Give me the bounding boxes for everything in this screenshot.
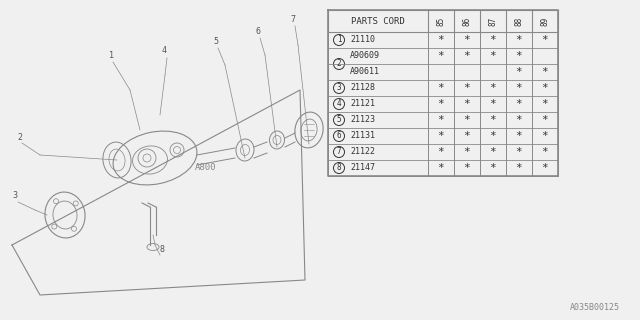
Text: *: * xyxy=(463,83,470,93)
Text: 21128: 21128 xyxy=(350,84,375,92)
Text: *: * xyxy=(541,115,548,125)
Text: 4: 4 xyxy=(162,46,167,55)
Text: *: * xyxy=(541,131,548,141)
Text: 3: 3 xyxy=(12,191,17,200)
Text: 21147: 21147 xyxy=(350,164,375,172)
Text: 6: 6 xyxy=(337,132,341,140)
Text: *: * xyxy=(438,51,444,61)
Text: 21110: 21110 xyxy=(350,36,375,44)
Text: *: * xyxy=(541,83,548,93)
Text: A90609: A90609 xyxy=(350,52,380,60)
Text: 6: 6 xyxy=(255,27,260,36)
Text: *: * xyxy=(438,35,444,45)
Text: 85: 85 xyxy=(436,16,445,26)
Text: 4: 4 xyxy=(337,100,341,108)
Text: *: * xyxy=(463,51,470,61)
Text: *: * xyxy=(438,83,444,93)
Text: 5: 5 xyxy=(213,37,218,46)
Text: *: * xyxy=(463,163,470,173)
Text: 3: 3 xyxy=(337,84,341,92)
Text: *: * xyxy=(463,147,470,157)
Text: *: * xyxy=(490,163,497,173)
Text: *: * xyxy=(541,163,548,173)
Text: 8: 8 xyxy=(337,164,341,172)
Text: 1: 1 xyxy=(109,51,114,60)
Text: 21121: 21121 xyxy=(350,100,375,108)
Text: *: * xyxy=(516,131,522,141)
Text: *: * xyxy=(438,99,444,109)
Text: 5: 5 xyxy=(337,116,341,124)
Text: A035B00125: A035B00125 xyxy=(570,303,620,312)
Text: *: * xyxy=(438,131,444,141)
Text: 86: 86 xyxy=(463,16,472,26)
Text: 89: 89 xyxy=(541,16,550,26)
Text: *: * xyxy=(516,163,522,173)
Text: 21122: 21122 xyxy=(350,148,375,156)
Text: 7: 7 xyxy=(290,15,295,24)
Text: *: * xyxy=(490,51,497,61)
Text: *: * xyxy=(516,83,522,93)
Text: *: * xyxy=(490,115,497,125)
Text: *: * xyxy=(516,115,522,125)
Text: *: * xyxy=(541,35,548,45)
Text: A800: A800 xyxy=(195,163,216,172)
Text: *: * xyxy=(516,67,522,77)
Text: *: * xyxy=(490,99,497,109)
Text: *: * xyxy=(490,131,497,141)
Text: PARTS CORD: PARTS CORD xyxy=(351,17,405,26)
Text: *: * xyxy=(490,35,497,45)
Text: 2: 2 xyxy=(17,133,22,142)
Text: 87: 87 xyxy=(488,16,497,26)
Text: *: * xyxy=(516,147,522,157)
Text: *: * xyxy=(490,147,497,157)
Text: *: * xyxy=(438,163,444,173)
Text: *: * xyxy=(490,83,497,93)
Text: 88: 88 xyxy=(515,16,524,26)
Text: *: * xyxy=(438,147,444,157)
Text: *: * xyxy=(541,147,548,157)
Text: *: * xyxy=(438,115,444,125)
Text: *: * xyxy=(516,99,522,109)
Text: A90611: A90611 xyxy=(350,68,380,76)
Text: 21123: 21123 xyxy=(350,116,375,124)
Text: 1: 1 xyxy=(337,36,341,44)
Text: *: * xyxy=(463,131,470,141)
Text: *: * xyxy=(541,67,548,77)
Text: *: * xyxy=(463,115,470,125)
Text: *: * xyxy=(516,51,522,61)
Text: *: * xyxy=(541,99,548,109)
Text: *: * xyxy=(463,99,470,109)
Text: 7: 7 xyxy=(337,148,341,156)
Text: *: * xyxy=(516,35,522,45)
Text: 21131: 21131 xyxy=(350,132,375,140)
Text: 8: 8 xyxy=(160,245,165,254)
Text: 2: 2 xyxy=(337,60,341,68)
Text: *: * xyxy=(463,35,470,45)
